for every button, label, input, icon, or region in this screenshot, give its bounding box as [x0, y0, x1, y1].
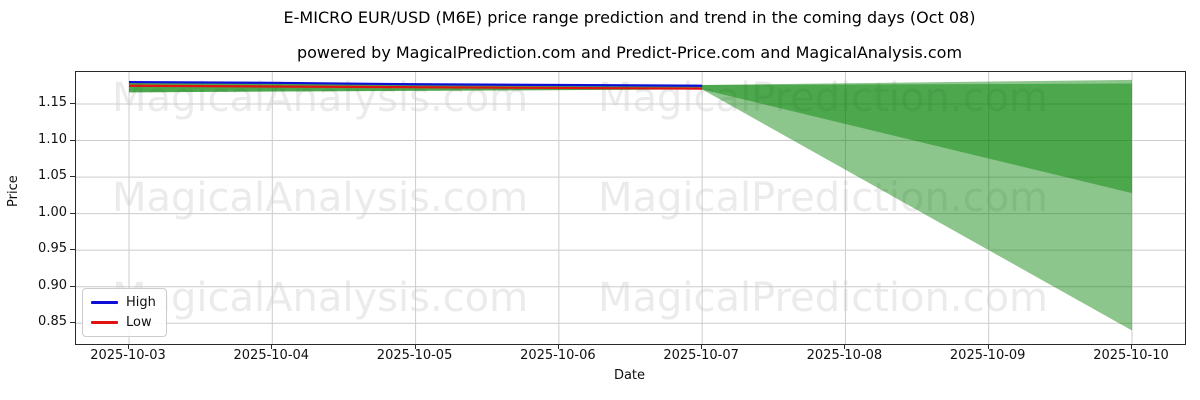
y-tick-mark — [70, 176, 75, 178]
legend-swatch-low — [91, 321, 118, 324]
chart-subtitle: powered by MagicalPrediction.com and Pre… — [296, 43, 963, 62]
band-predicted-range-outer — [129, 79, 1132, 331]
x-tick-mark — [128, 344, 129, 349]
y-tick-mark — [70, 212, 75, 214]
band-predicted-range-inner — [129, 82, 1132, 194]
x-tick-mark — [414, 344, 416, 349]
y-tick-mark — [70, 103, 75, 104]
y-tick-label: 1.15 — [38, 95, 67, 110]
x-tick-label: 2025-10-10 — [1093, 348, 1169, 363]
x-tick-mark — [844, 344, 846, 349]
chart-canvas — [76, 72, 1185, 344]
x-tick-label: 2025-10-03 — [90, 348, 166, 363]
y-tick-mark — [70, 322, 75, 324]
x-tick-label: 2025-10-06 — [520, 348, 596, 363]
y-tick-label: 1.10 — [38, 131, 67, 147]
legend-swatch-high — [91, 301, 118, 304]
y-tick-label: 0.90 — [38, 277, 67, 293]
y-tick-label: 0.85 — [38, 314, 67, 330]
x-tick-mark — [557, 344, 559, 349]
legend-item-high: High — [91, 295, 156, 310]
legend: High Low — [82, 288, 167, 337]
y-axis-title: Price — [6, 175, 21, 207]
y-tick-mark — [70, 139, 75, 141]
y-tick-label: 1.05 — [38, 168, 67, 184]
x-tick-mark — [701, 344, 703, 349]
line-low — [129, 84, 703, 90]
chart-title: E-MICRO EUR/USD (M6E) price range predic… — [283, 8, 976, 27]
y-tick-mark — [70, 249, 75, 251]
x-tick-mark — [987, 344, 989, 349]
x-tick-mark — [1130, 344, 1132, 349]
x-tick-label: 2025-10-05 — [376, 348, 453, 363]
x-tick-label: 2025-10-04 — [233, 348, 310, 363]
legend-label: Low — [126, 315, 152, 330]
x-tick-label: 2025-10-09 — [949, 348, 1026, 363]
x-tick-mark — [271, 344, 273, 349]
legend-label: High — [126, 295, 156, 310]
legend-item-low: Low — [91, 315, 156, 330]
y-tick-label: 0.95 — [38, 241, 67, 257]
x-tick-label: 2025-10-07 — [663, 348, 739, 363]
y-tick-label: 1.00 — [38, 204, 67, 220]
x-tick-label: 2025-10-08 — [806, 348, 883, 363]
line-high — [129, 80, 703, 87]
plot-area — [75, 71, 1186, 345]
y-tick-mark — [70, 285, 75, 287]
x-axis-title: Date — [613, 368, 646, 383]
